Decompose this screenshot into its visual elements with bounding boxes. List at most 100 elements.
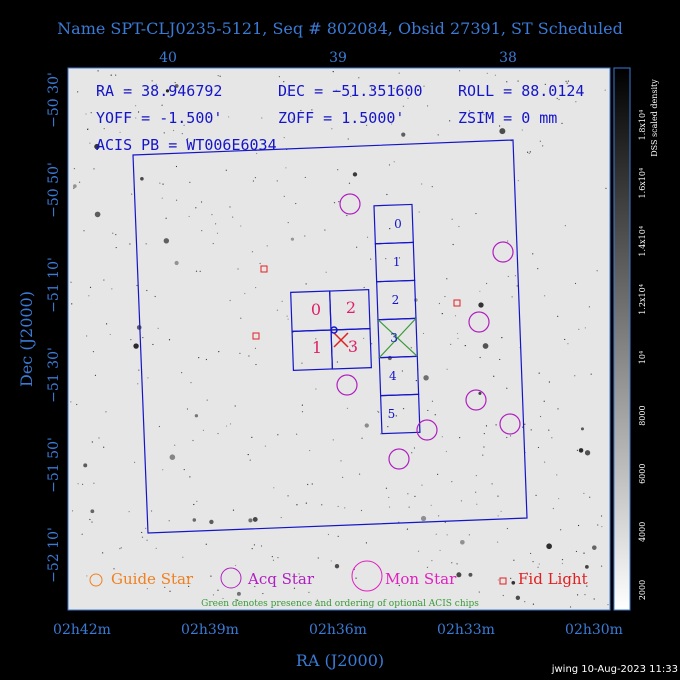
star (91, 441, 93, 443)
star (406, 528, 409, 530)
star (210, 575, 212, 577)
star (83, 463, 88, 468)
left-tick-label: −51 50' (46, 437, 62, 493)
star (497, 515, 499, 517)
star (198, 357, 200, 359)
star (401, 132, 406, 137)
star (426, 566, 429, 568)
star (537, 446, 540, 449)
left-tick-label: −51 10' (46, 257, 62, 313)
star (529, 151, 531, 153)
star (196, 500, 198, 502)
star (113, 568, 115, 570)
star (415, 380, 417, 382)
star (77, 91, 79, 93)
star (441, 436, 443, 438)
star (535, 494, 537, 496)
star (87, 128, 89, 130)
star (479, 290, 481, 292)
star (346, 214, 348, 217)
acq-symbol (220, 567, 242, 589)
star (88, 295, 90, 297)
star (163, 238, 170, 244)
star (517, 80, 519, 82)
mon-symbol (351, 560, 383, 592)
s-chip-label: 1 (393, 255, 401, 269)
star (73, 168, 76, 170)
star (445, 450, 447, 453)
star (73, 184, 77, 188)
star (271, 556, 273, 558)
star (283, 195, 285, 197)
star (485, 282, 488, 285)
star (332, 439, 334, 441)
star (497, 495, 499, 497)
star (163, 132, 165, 134)
legend-acq: Acq Star (247, 570, 315, 588)
star (371, 87, 373, 89)
star (556, 474, 558, 476)
star (71, 303, 73, 305)
colorbar (613, 67, 631, 611)
star (298, 573, 300, 575)
star (557, 315, 559, 317)
star (576, 449, 578, 451)
star (441, 312, 443, 315)
colorbar-label: 1.4x10⁴ (638, 226, 647, 257)
star (236, 591, 241, 596)
star (286, 93, 288, 95)
star (142, 337, 144, 339)
star (174, 260, 179, 266)
star (152, 343, 154, 346)
star (145, 243, 147, 245)
star (468, 572, 473, 577)
star (188, 215, 190, 218)
star (181, 133, 183, 135)
star (115, 234, 117, 236)
star (514, 275, 517, 277)
star (417, 599, 419, 602)
star (85, 113, 87, 115)
star (366, 236, 369, 238)
star (304, 176, 306, 179)
star (249, 459, 251, 461)
star (273, 487, 275, 489)
star (478, 302, 484, 308)
star (120, 547, 122, 549)
star (483, 446, 485, 448)
star (569, 606, 572, 608)
star (431, 560, 433, 562)
star (342, 476, 344, 478)
star (388, 496, 390, 499)
star (358, 473, 361, 475)
star (199, 270, 201, 272)
star (140, 177, 144, 181)
star (494, 74, 497, 76)
star (216, 232, 219, 234)
star (460, 539, 465, 545)
star (380, 433, 382, 435)
star (154, 295, 156, 298)
star (510, 577, 512, 579)
star (222, 597, 224, 600)
star (276, 309, 279, 311)
star (588, 306, 591, 308)
star (516, 285, 518, 287)
star (491, 483, 493, 485)
star (296, 504, 298, 506)
star (417, 550, 420, 552)
top-tick-label: 40 (159, 50, 177, 66)
i-chip-labels: 0 2 1 3 (311, 298, 358, 357)
bottom-tick-label: 02h36m (309, 622, 367, 638)
star (468, 534, 470, 536)
star (356, 246, 358, 248)
s-chip-label: 0 (394, 217, 402, 231)
star (347, 138, 349, 140)
star (478, 591, 480, 593)
star (389, 411, 391, 413)
star (321, 504, 323, 506)
star (77, 483, 79, 485)
star (418, 211, 420, 213)
star (232, 509, 235, 511)
